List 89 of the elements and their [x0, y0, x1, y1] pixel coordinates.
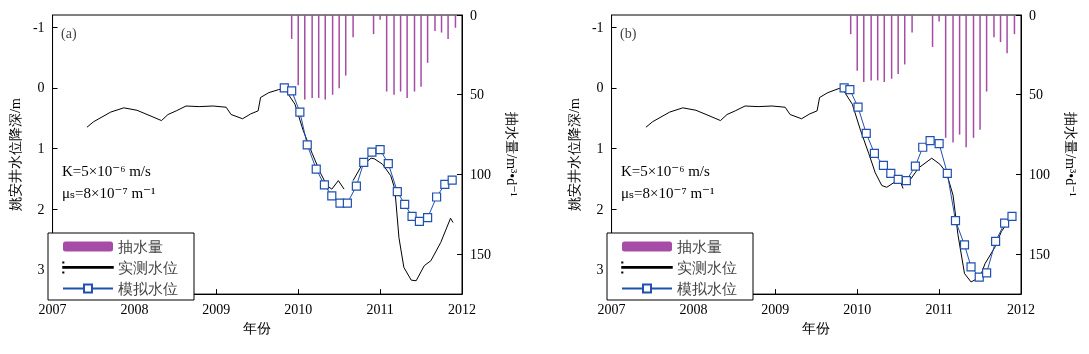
point	[351, 181, 361, 191]
y-tick-label: 1	[37, 140, 45, 156]
y-tick-label: 3	[596, 262, 604, 278]
legend-label: 抽水量	[677, 238, 722, 255]
y2-tick-label: 150	[470, 246, 491, 262]
y2-tick-label: 50	[1029, 87, 1043, 103]
point	[407, 211, 417, 222]
y-axis-title: 姚安井水位降深/m	[566, 98, 582, 211]
point	[950, 216, 961, 226]
point	[934, 139, 944, 149]
point	[910, 161, 920, 171]
legend-label: 模拟水位	[118, 280, 178, 297]
point	[392, 186, 402, 197]
point	[886, 168, 896, 178]
legend-label: 实测水位	[118, 259, 178, 276]
x-axis-title: 年份	[802, 320, 831, 336]
point	[440, 179, 450, 189]
point	[319, 180, 330, 190]
point	[974, 272, 984, 282]
y2-axis-title: 抽水量/m³•d⁻¹	[1062, 112, 1078, 197]
point	[991, 236, 1001, 246]
x-tick-label: 2009	[761, 301, 790, 317]
y-tick-label: 2	[37, 201, 45, 217]
legend-label: 模拟水位	[677, 280, 737, 297]
point	[383, 159, 393, 169]
x-tick-label: 2007	[597, 301, 626, 317]
point	[869, 148, 880, 158]
point	[302, 140, 312, 150]
point	[423, 213, 433, 223]
point	[432, 192, 442, 202]
point	[367, 147, 377, 157]
point	[311, 164, 321, 174]
point	[901, 176, 911, 186]
point	[878, 160, 889, 171]
point	[287, 86, 297, 96]
point	[342, 198, 352, 208]
point	[375, 145, 385, 155]
annotation: μₛ=8×10⁻⁷ m⁻¹	[62, 184, 156, 201]
y-tick-label: 0	[596, 80, 604, 96]
point	[1007, 211, 1017, 222]
point	[942, 168, 952, 178]
x-tick-label: 2008	[679, 301, 708, 317]
y2-tick-label: 0	[1029, 7, 1036, 23]
y2-tick-label: 50	[470, 87, 484, 103]
x-tick-label: 2007	[38, 301, 67, 317]
point	[853, 102, 863, 112]
x-tick-label: 2011	[366, 301, 394, 317]
point	[918, 142, 928, 152]
legend-label: 抽水量	[118, 238, 163, 255]
y-tick-label: -1	[591, 19, 604, 35]
point	[982, 268, 992, 278]
x-tick-label: 2012	[1007, 301, 1035, 317]
y-tick-label: 0	[37, 80, 45, 96]
text: (b)	[620, 25, 637, 42]
point	[1000, 218, 1010, 228]
annotation: K=5×10⁻⁶ m/s	[621, 162, 710, 179]
legend-label: 实测水位	[677, 259, 737, 276]
x-axis-title: 年份	[243, 320, 272, 336]
annotation: μₛ=8×10⁻⁷ m⁻¹	[621, 184, 715, 201]
y-tick-label: -1	[32, 19, 45, 35]
y-tick-label: 3	[37, 262, 45, 278]
y2-axis-title: 抽水量/m³•d⁻¹	[503, 112, 519, 197]
x-tick-label: 2008	[120, 301, 149, 317]
y2-tick-label: 0	[470, 7, 477, 23]
annotation: K=5×10⁻⁶ m/s	[62, 162, 151, 179]
point	[335, 198, 345, 208]
text: (a)	[61, 25, 77, 42]
x-tick-label: 2011	[925, 301, 953, 317]
y-tick-label: 1	[596, 140, 604, 156]
x-tick-label: 2010	[843, 301, 872, 317]
point	[959, 240, 970, 250]
y2-tick-label: 100	[470, 166, 491, 182]
y2-tick-label: 150	[1029, 246, 1050, 262]
x-tick-label: 2012	[448, 301, 476, 317]
y-tick-label: 2	[596, 201, 604, 217]
point	[400, 199, 410, 209]
x-tick-label: 2009	[202, 301, 231, 317]
point	[414, 216, 425, 226]
point	[359, 157, 369, 168]
point	[861, 128, 871, 138]
x-tick-label: 2010	[284, 301, 313, 317]
point	[327, 191, 337, 201]
y-axis-title: 姚安井水位降深/m	[7, 98, 23, 211]
point	[447, 175, 457, 185]
point	[966, 262, 976, 272]
y2-tick-label: 100	[1029, 166, 1050, 182]
point	[295, 107, 305, 117]
point	[845, 85, 855, 95]
point	[925, 136, 935, 146]
